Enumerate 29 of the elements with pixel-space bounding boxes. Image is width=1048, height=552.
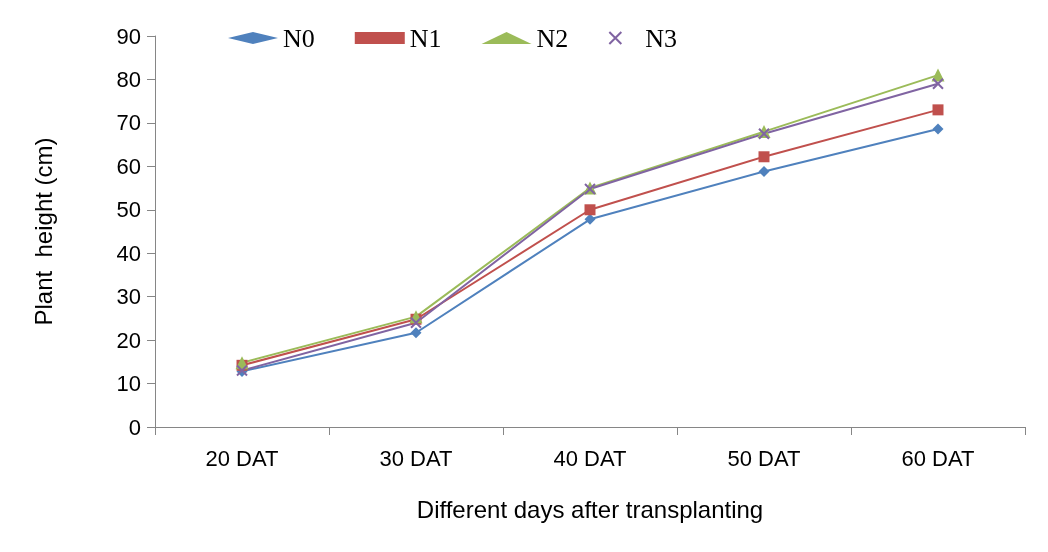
x-tick-label: 40 DAT [553, 445, 627, 471]
point [410, 316, 422, 329]
x-tick-label: 20 DAT [205, 445, 279, 471]
point [758, 151, 770, 163]
legend-label: N2 [536, 23, 569, 53]
legend-label: N0 [283, 23, 315, 53]
x-axis-title: Different days after transplanting [416, 495, 764, 523]
y-tick-label: 70 [116, 110, 141, 136]
y-tick-label: 0 [128, 414, 141, 440]
point [932, 104, 944, 116]
x-tick-label: 30 DAT [379, 445, 453, 471]
y-tick-label: 20 [116, 327, 141, 353]
x-tick-label: 50 DAT [727, 445, 801, 471]
point [932, 123, 944, 135]
y-tick-label: 90 [116, 23, 141, 49]
legend-label: N3 [645, 23, 678, 53]
y-tick-label: 50 [116, 197, 141, 223]
y-tick-label: 60 [116, 153, 141, 179]
y-tick-label: 10 [116, 371, 141, 397]
point [758, 166, 770, 178]
y-tick-label: 30 [116, 284, 141, 310]
y-tick-label: 80 [116, 66, 141, 92]
x-tick-label: 60 DAT [901, 445, 975, 471]
point [932, 77, 944, 90]
point [584, 204, 596, 216]
point [410, 327, 422, 339]
y-axis-title: Plant height (cm) [29, 137, 57, 326]
legend-label: N1 [409, 23, 442, 53]
y-tick-label: 40 [116, 240, 141, 266]
